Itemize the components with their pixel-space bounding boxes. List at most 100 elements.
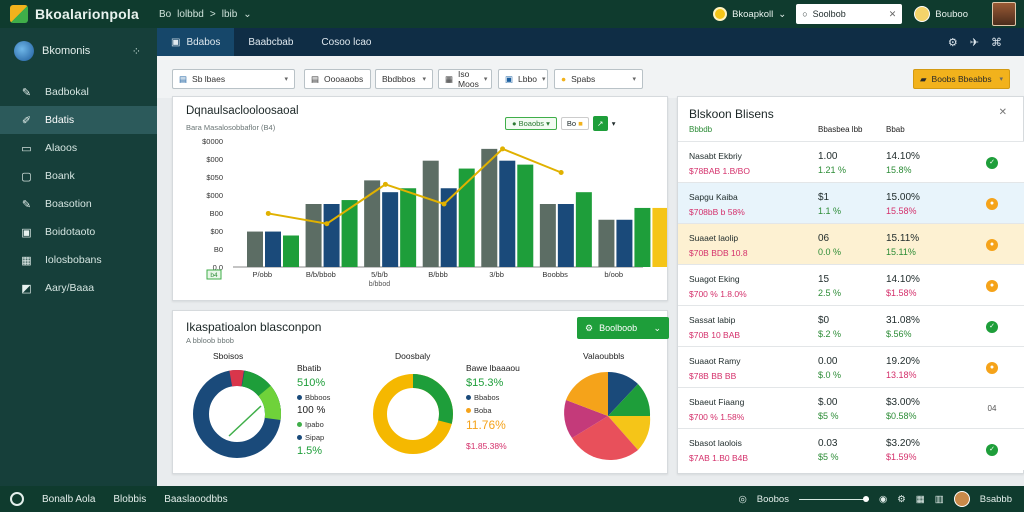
sidebar-item[interactable]: ▢ Boank [0, 162, 157, 190]
sidebar-item-active[interactable]: ✐ Bdatis [0, 106, 157, 134]
chart-option-button[interactable]: Bo ■ [560, 116, 589, 130]
user-name: Bouboo [935, 8, 968, 20]
bar[interactable] [382, 192, 399, 267]
chevron-down-icon[interactable]: ⌄ [243, 8, 252, 20]
sidebar-item-label: Aary/Baaa [45, 282, 95, 294]
bar[interactable] [458, 168, 475, 267]
row-percent: 15.11% [886, 233, 920, 244]
chart-mode-button[interactable]: ● Boaobs ▾ [505, 116, 557, 130]
sidebar-item[interactable]: ▭ Alaoos [0, 134, 157, 162]
close-icon[interactable]: ✕ [998, 107, 1007, 118]
trend-point[interactable] [265, 210, 271, 216]
bar[interactable] [400, 188, 417, 267]
bar-chart: $0000 $000 $050 $000 B00 $00 B0 0.0 P/obb B/b/bbo… [202, 137, 667, 288]
clear-icon[interactable]: ✕ [888, 8, 897, 19]
bar[interactable] [323, 204, 340, 267]
trend-point[interactable] [441, 201, 447, 207]
settings-icon[interactable]: ⚙ [947, 36, 958, 49]
filter-dropdown[interactable]: ● Spabs ▾ [554, 69, 643, 89]
filter-dropdown[interactable]: ▤ Oooaaobs [304, 69, 371, 89]
table-row[interactable]: Sassat labip $70B 10 BAB $0 $.2 % 31.08% $.56… [678, 305, 1024, 347]
sidebar-item[interactable]: ◩ Aary/Baaa [0, 274, 157, 302]
breadcrumb-separator: > [209, 8, 216, 20]
bar[interactable] [539, 204, 556, 267]
grid-icon[interactable]: ▦ [915, 493, 925, 505]
search-input[interactable]: ○ Soolbob ✕ [796, 4, 903, 24]
bar[interactable] [616, 219, 633, 267]
bar[interactable] [517, 164, 534, 267]
table-row[interactable]: Suaaet laolip $70B BDB 10.8 06 0.0 % 15.11% 1… [678, 223, 1024, 265]
bar[interactable] [341, 200, 358, 267]
breadcrumb-item[interactable]: Bo [158, 8, 172, 20]
table-row[interactable]: Suaaot Ramy $78B BB BB 0.00 $.0 % 19.20% 13.1… [678, 346, 1024, 388]
sidebar-item[interactable]: ✎ Badbokal [0, 78, 157, 106]
code-icon[interactable]: ⌘ [991, 36, 1002, 49]
pin-icon[interactable]: ✈ [969, 36, 979, 49]
bar[interactable] [247, 231, 263, 267]
bar[interactable] [575, 192, 592, 267]
status-item[interactable]: Bonalb Aola [42, 493, 96, 505]
table-row[interactable]: Sbaeut Fiaang $700 % 1.58% $.00 $5 % $3.00% $… [678, 387, 1024, 429]
bar[interactable] [422, 160, 439, 267]
pie-card-subtitle: A bbloob bbob [186, 336, 234, 345]
chat-icon[interactable]: ◎ [738, 493, 747, 505]
tab-active[interactable]: ▣ Bdabos [157, 28, 235, 56]
trend-point[interactable] [324, 221, 330, 227]
y-tick-label: $000 [206, 191, 223, 200]
trend-point[interactable] [500, 146, 506, 152]
bar[interactable] [634, 207, 651, 267]
table-row[interactable]: Nasabt Ekbriy $78BAB 1.B/BO 1.00 1.21 % 14.1… [678, 141, 1024, 183]
chart-card-subtitle: Bara Masalosobbaflor (B4) [186, 123, 276, 132]
filter-dropdown[interactable]: Bbdbbos ▾ [375, 69, 433, 89]
row-value: 0.00 [818, 356, 838, 367]
grid-icon[interactable]: ⁘ [131, 45, 141, 58]
trend-point[interactable] [558, 170, 564, 175]
filter-dropdown[interactable]: ▦ Iso Moos ▾ [438, 69, 492, 89]
status-indicator[interactable]: Bkoapkoll ⌄ [713, 7, 786, 21]
bar[interactable] [557, 204, 574, 267]
status-item[interactable]: Blobbis [113, 493, 147, 505]
table-row[interactable]: Sapgu Kaiba $708bB b 58% $1 1.1 % 15.00% 15.5… [678, 182, 1024, 224]
zoom-slider[interactable] [798, 495, 869, 502]
chart-icon[interactable]: ▥ [934, 493, 944, 505]
x-tick-label: Boobbs [542, 270, 568, 279]
profile-avatar[interactable] [992, 2, 1016, 26]
user-menu[interactable]: Bouboo [914, 6, 968, 22]
filter-label: Lbbo [518, 74, 537, 84]
bar[interactable] [499, 160, 516, 267]
breadcrumb-item[interactable]: lbib [221, 8, 238, 20]
tab[interactable]: Baabcbab [234, 28, 307, 56]
filter-dropdown[interactable]: ▣ Lbbo ▾ [498, 69, 548, 89]
status-item[interactable]: Baaslaoodbbs [164, 493, 228, 505]
edit-icon: ✐ [21, 114, 32, 127]
sidebar-item[interactable]: ✎ Boasotion [0, 190, 157, 218]
bar[interactable] [440, 188, 457, 267]
bar[interactable] [364, 180, 381, 267]
filter-label: Spabs [571, 74, 596, 84]
chevron-down-icon[interactable]: ▾ [611, 118, 616, 128]
table-row[interactable]: Suagot Eking $700 % 1.8.0% 15 2.5 % 14.10% $1… [678, 264, 1024, 306]
legend-item: Sipap [297, 433, 324, 442]
pie-action-button[interactable]: ⚙ Boolboob ⌄ [577, 317, 669, 339]
avatar[interactable] [953, 491, 970, 507]
settings-icon[interactable]: ⚙ [897, 493, 906, 505]
bar[interactable] [481, 148, 498, 267]
bar[interactable] [265, 231, 281, 267]
bar[interactable] [305, 204, 322, 267]
row-value: 1.00 [818, 151, 838, 162]
breadcrumb-item[interactable]: lolbbd [177, 8, 204, 20]
tab[interactable]: Cosoo lcao [307, 28, 385, 56]
primary-action-button[interactable]: ▰ Boobs Bbeabbs ▾ [913, 69, 1010, 89]
chart-icon: ◩ [21, 282, 32, 295]
filter-dropdown[interactable]: ▤ Sb lbaes ▾ [172, 69, 295, 89]
bar[interactable] [598, 219, 615, 267]
bar[interactable] [652, 207, 667, 267]
table-row[interactable]: Sbasot laolois $7AB 1.B0 B4B 0.03 $5 % $3.20… [678, 428, 1024, 470]
bar[interactable] [283, 235, 299, 268]
record-icon[interactable]: ◉ [878, 493, 888, 505]
sidebar-item[interactable]: ▦ Iolosbobans [0, 246, 157, 274]
trend-point[interactable] [382, 181, 388, 187]
export-icon[interactable]: ↗ [592, 115, 608, 131]
row-subvalue: $70B 10 BAB [689, 330, 741, 340]
sidebar-item[interactable]: ▣ Boidotaoto [0, 218, 157, 246]
